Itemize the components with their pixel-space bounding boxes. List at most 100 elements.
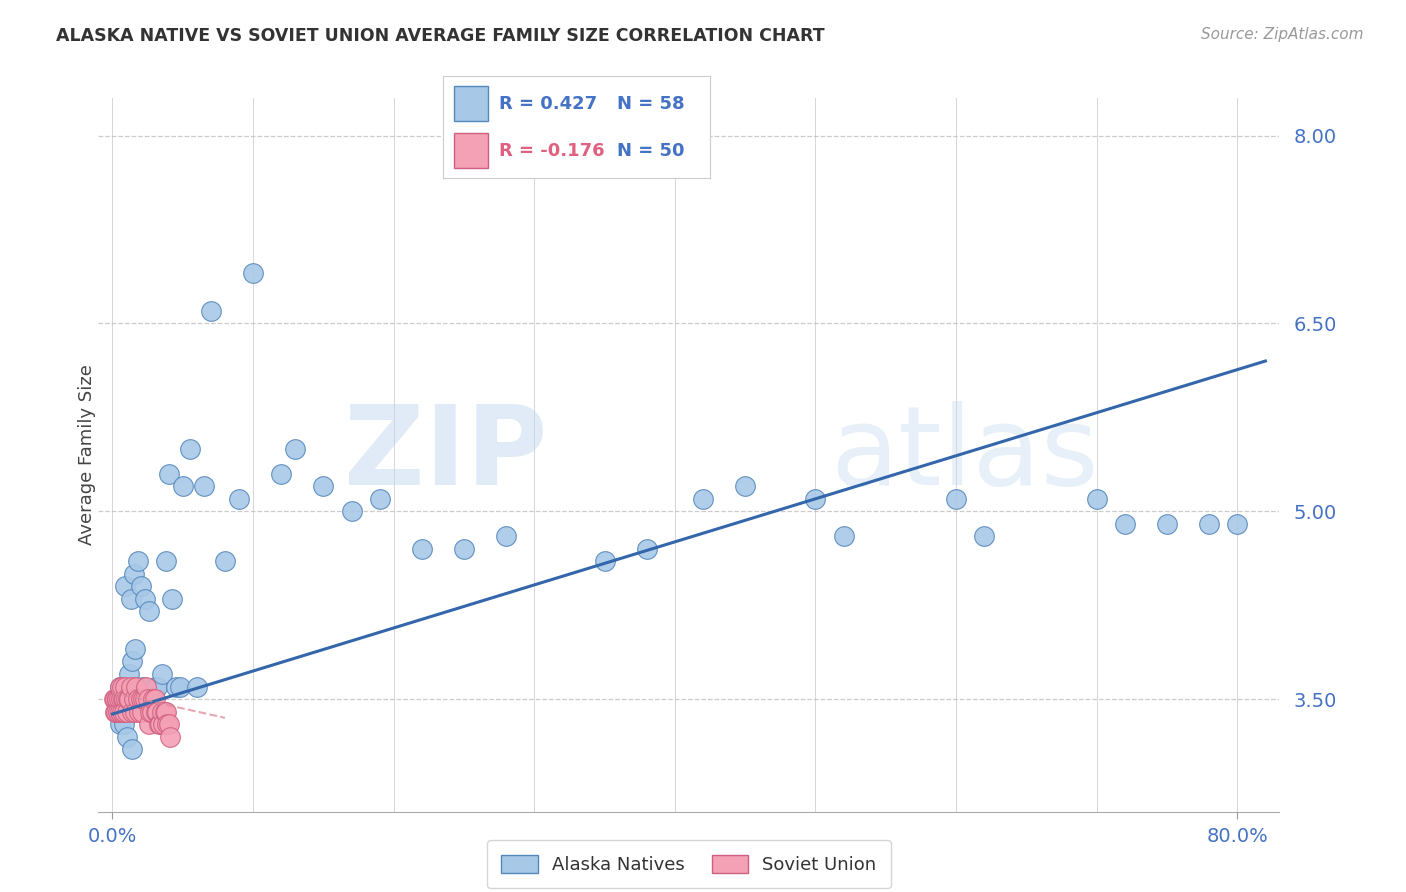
Text: ZIP: ZIP [344, 401, 547, 508]
Point [128, 705, 150, 719]
Point [146, 680, 169, 694]
Point [125, 680, 148, 694]
Point [122, 692, 145, 706]
Bar [454, 133, 488, 168]
Point [832, 529, 855, 543]
Point [142, 692, 165, 706]
Point [129, 692, 152, 706]
Point [160, 591, 183, 606]
Point [973, 529, 995, 543]
Point [1085, 491, 1108, 506]
Point [312, 479, 335, 493]
Point [200, 304, 222, 318]
Point [153, 705, 176, 719]
Point [138, 604, 160, 618]
Point [114, 680, 136, 694]
Point [152, 717, 174, 731]
Point [111, 692, 134, 706]
Point [108, 717, 131, 731]
Point [155, 554, 177, 568]
Point [114, 705, 136, 719]
Point [368, 491, 391, 506]
Point [172, 479, 194, 493]
Point [495, 529, 517, 543]
Point [104, 692, 127, 706]
Point [110, 705, 132, 719]
Point [141, 692, 163, 706]
Point [129, 579, 152, 593]
Point [132, 680, 155, 694]
Point [593, 554, 616, 568]
Point [186, 680, 208, 694]
Point [115, 730, 138, 744]
Point [157, 467, 180, 481]
Point [125, 680, 148, 694]
Point [179, 442, 201, 456]
Point [150, 705, 173, 719]
Point [145, 705, 167, 719]
Point [112, 717, 135, 731]
Point [270, 467, 292, 481]
Point [141, 705, 163, 719]
Point [165, 680, 187, 694]
Point [135, 680, 157, 694]
Point [157, 717, 180, 731]
Point [108, 680, 131, 694]
Point [143, 692, 166, 706]
Point [124, 705, 146, 719]
Point [117, 692, 139, 706]
Point [112, 692, 135, 706]
Point [139, 705, 162, 719]
Point [242, 266, 264, 280]
Point [118, 667, 141, 681]
Point [734, 479, 756, 493]
Bar [454, 87, 488, 121]
Point [120, 680, 142, 694]
Point [692, 491, 714, 506]
Point [105, 705, 128, 719]
Y-axis label: Average Family Size: Average Family Size [79, 365, 96, 545]
Point [411, 541, 433, 556]
Point [107, 705, 129, 719]
Point [340, 504, 363, 518]
Point [155, 705, 177, 719]
Point [121, 705, 143, 719]
Point [104, 705, 127, 719]
Point [118, 692, 141, 706]
Point [136, 692, 159, 706]
Point [122, 566, 145, 581]
Point [193, 479, 215, 493]
Text: Source: ZipAtlas.com: Source: ZipAtlas.com [1201, 27, 1364, 42]
Point [228, 491, 250, 506]
Point [124, 642, 146, 657]
Point [284, 442, 307, 456]
Point [132, 692, 155, 706]
Point [1114, 516, 1136, 531]
Text: R = -0.176: R = -0.176 [499, 142, 605, 160]
Point [1156, 516, 1178, 531]
Point [150, 667, 173, 681]
Point [159, 730, 181, 744]
Point [1198, 516, 1220, 531]
Point [146, 705, 169, 719]
Point [134, 692, 156, 706]
Point [120, 591, 142, 606]
Point [121, 655, 143, 669]
Text: R = 0.427: R = 0.427 [499, 95, 598, 112]
Point [108, 680, 131, 694]
Point [636, 541, 658, 556]
Point [156, 717, 179, 731]
Point [143, 680, 166, 694]
Point [111, 680, 134, 694]
Point [131, 705, 153, 719]
Text: N = 50: N = 50 [616, 142, 685, 160]
Point [169, 680, 191, 694]
Point [453, 541, 475, 556]
Point [115, 692, 138, 706]
Text: atlas: atlas [831, 401, 1099, 508]
Point [127, 692, 149, 706]
Point [804, 491, 827, 506]
Point [115, 705, 138, 719]
Text: N = 58: N = 58 [616, 95, 685, 112]
Point [128, 692, 150, 706]
